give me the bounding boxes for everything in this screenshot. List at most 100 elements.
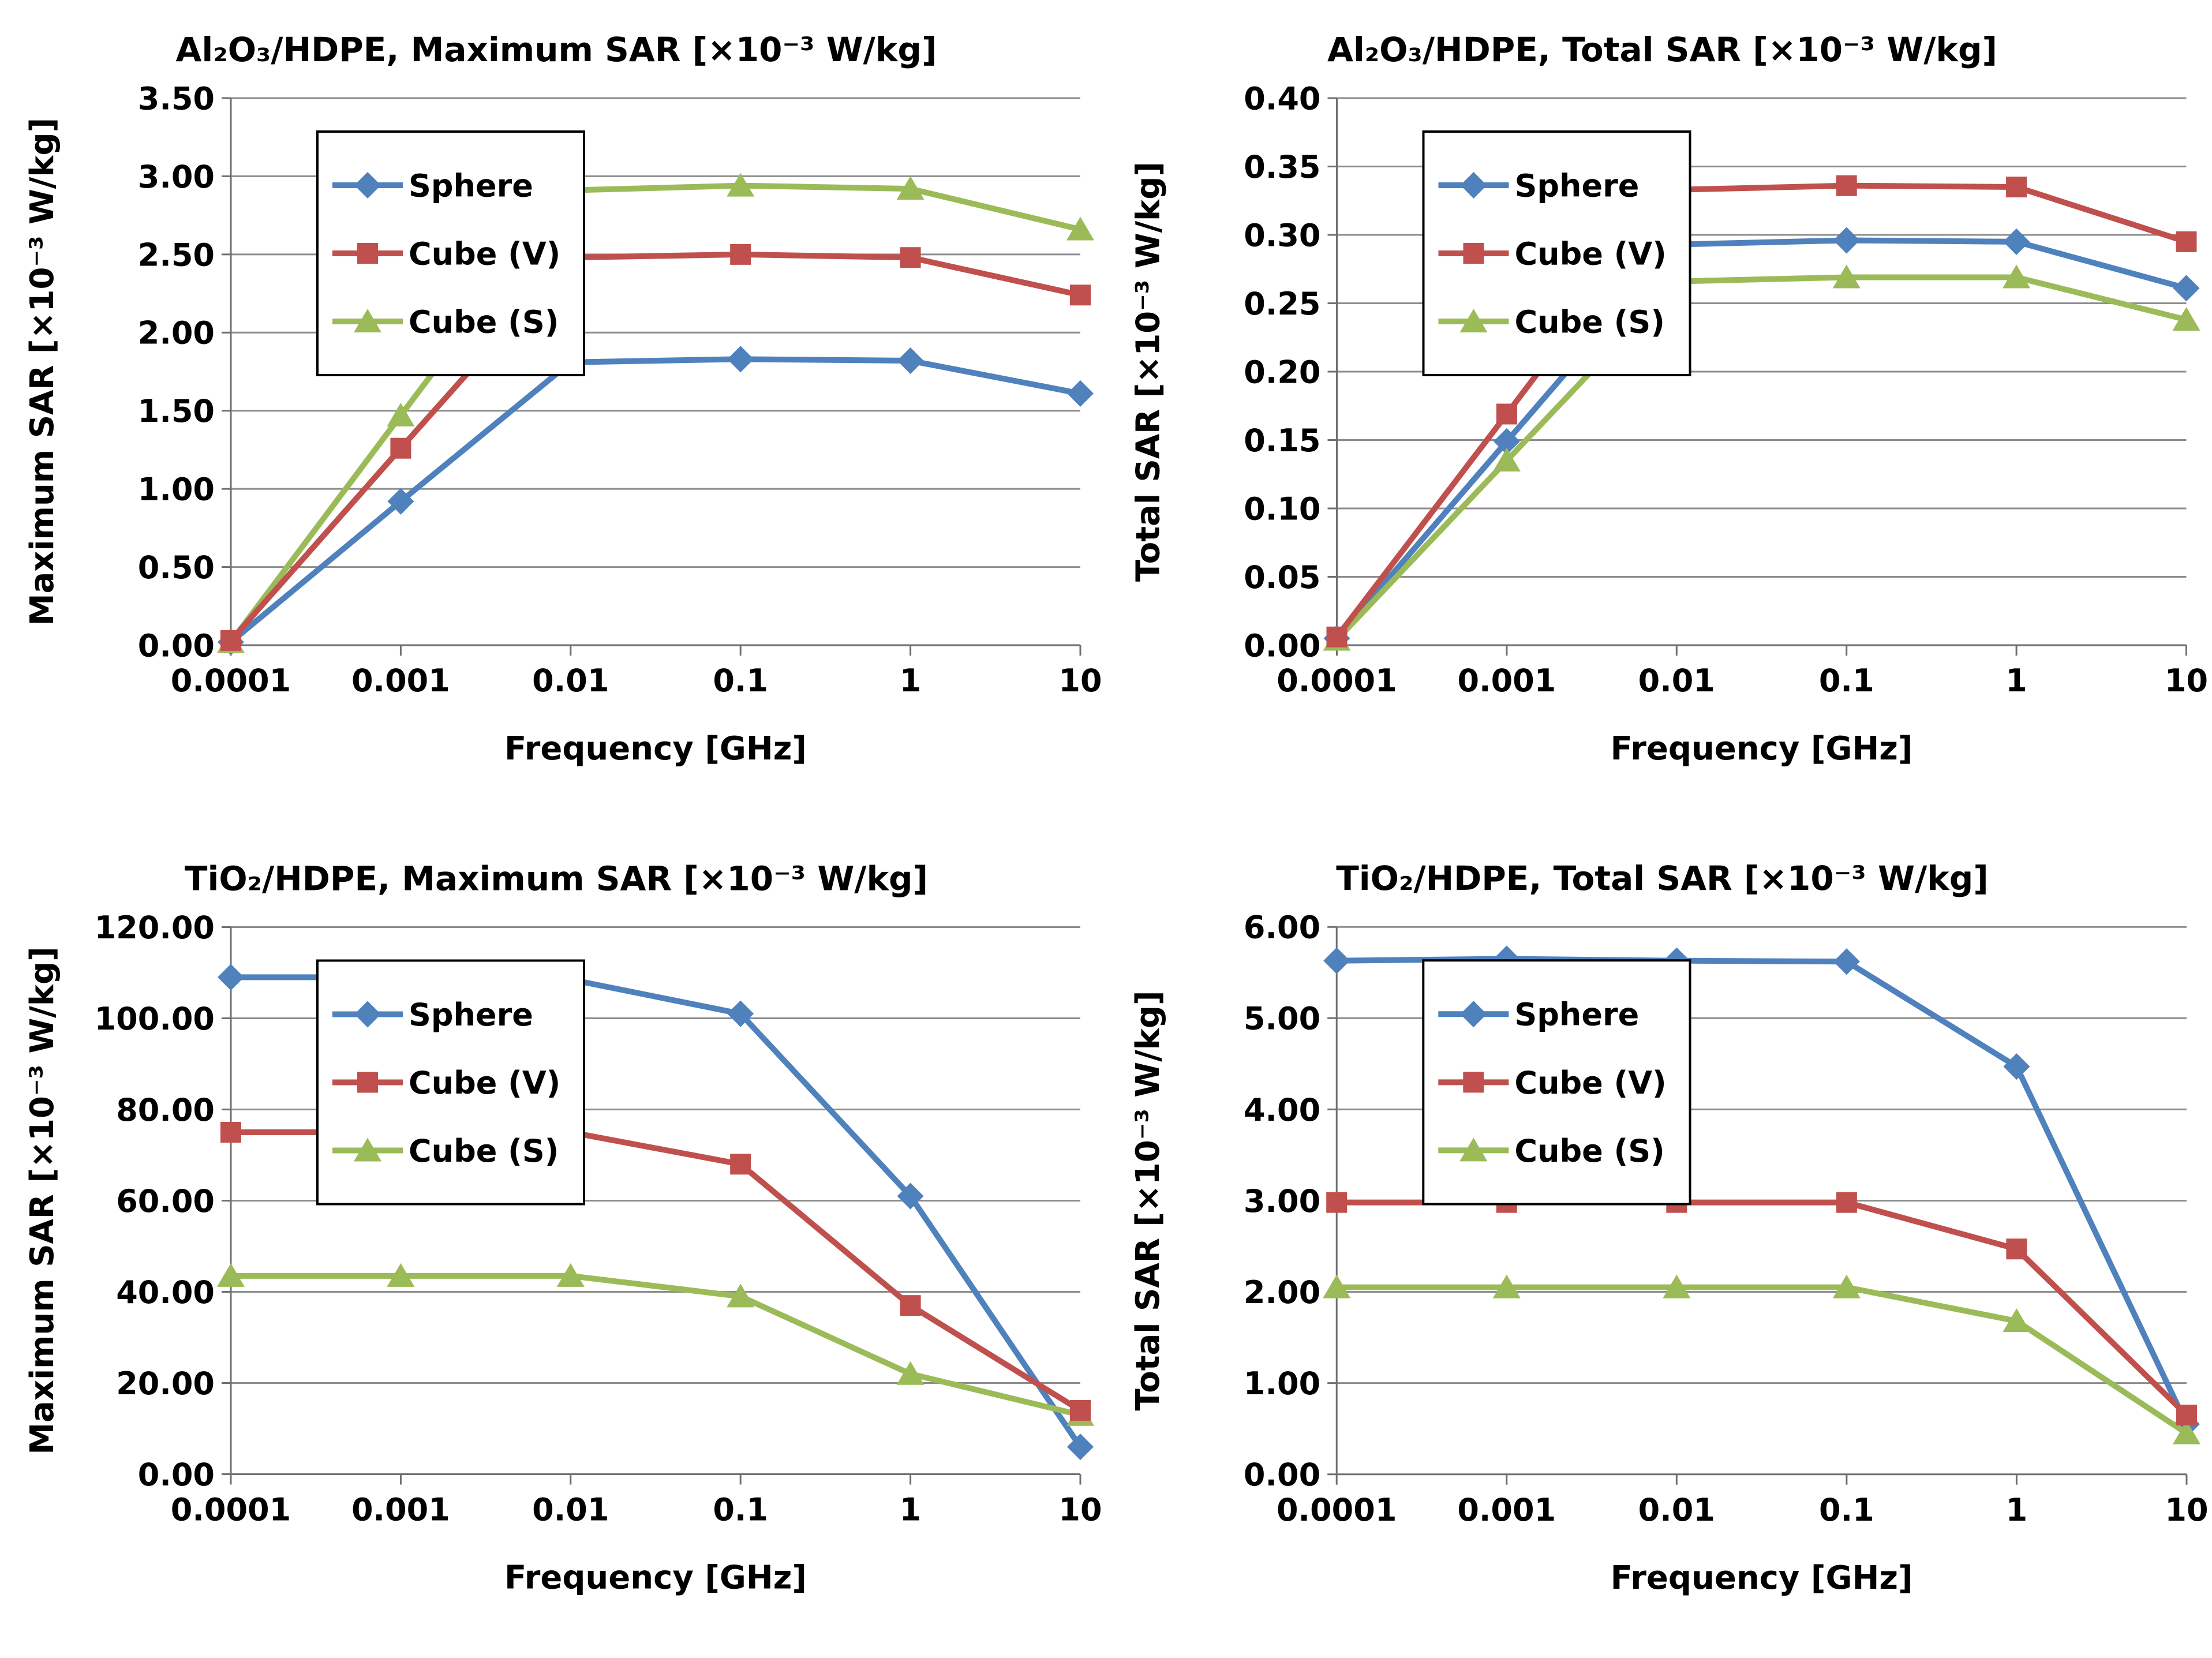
y-tick-label: 60.00 bbox=[116, 1183, 215, 1219]
data-point-marker bbox=[1833, 948, 1860, 975]
data-point-marker bbox=[1496, 403, 1517, 425]
y-tick-label: 0.05 bbox=[1244, 559, 1320, 596]
series-line bbox=[1337, 956, 2189, 1425]
legend-item: Cube (S) bbox=[1438, 1133, 1665, 1169]
legend-item-label: Cube (V) bbox=[409, 235, 560, 272]
y-tick-label: 0.00 bbox=[1244, 1457, 1320, 1493]
y-tick-label: 0.00 bbox=[138, 1457, 215, 1493]
legend-item-label: Sphere bbox=[1515, 167, 1640, 204]
legend-item-label: Sphere bbox=[1514, 997, 1639, 1033]
y-tick-label: 3.00 bbox=[138, 159, 215, 195]
data-point-marker bbox=[2003, 228, 2030, 255]
series-cube-v bbox=[1326, 175, 2197, 648]
data-point-marker bbox=[1323, 1274, 1351, 1298]
y-tick-label: 2.50 bbox=[138, 237, 215, 273]
legend-item: Sphere bbox=[332, 167, 533, 204]
legend-item: Cube (S) bbox=[332, 1133, 559, 1169]
data-point-marker bbox=[727, 173, 755, 197]
y-tick-label: 0.40 bbox=[1244, 80, 1320, 117]
legend-marker-diamond-icon bbox=[354, 172, 381, 199]
series-line bbox=[1334, 182, 2188, 639]
y-tick-label: 0.10 bbox=[1244, 491, 1320, 527]
y-tick-label: 0.15 bbox=[1244, 422, 1320, 459]
y-axis-title: Total SAR [×10⁻³ W/kg] bbox=[1129, 990, 1167, 1410]
data-point-marker bbox=[2176, 231, 2197, 252]
data-point-marker bbox=[730, 244, 751, 265]
legend-marker-triangle-icon bbox=[1459, 309, 1488, 332]
y-tick-label: 4.00 bbox=[1244, 1092, 1320, 1128]
x-tick-label: 0.0001 bbox=[171, 663, 291, 699]
x-axis-title: Frequency [GHz] bbox=[504, 730, 807, 768]
data-point-marker bbox=[2006, 1238, 2027, 1260]
legend-item-label: Cube (V) bbox=[409, 1065, 560, 1101]
legend-marker-square-icon bbox=[1463, 1072, 1484, 1093]
legend-item-label: Sphere bbox=[409, 167, 533, 204]
data-point-marker bbox=[1067, 380, 1094, 407]
series-line bbox=[231, 1272, 1081, 1418]
data-point-marker bbox=[2003, 1053, 2030, 1080]
legend-marker-triangle-icon bbox=[1459, 1137, 1488, 1162]
data-point-marker bbox=[1326, 1192, 1348, 1213]
data-point-marker bbox=[1067, 1434, 1094, 1461]
x-tick-label: 10 bbox=[1058, 663, 1102, 699]
data-point-marker bbox=[1836, 175, 1857, 196]
x-tick-label: 0.1 bbox=[713, 1492, 768, 1528]
series-cube-s bbox=[217, 1263, 1094, 1426]
data-point-marker bbox=[1836, 1192, 1857, 1213]
data-point-marker bbox=[897, 347, 924, 375]
x-tick-label: 0.001 bbox=[351, 663, 450, 699]
x-axis-title: Frequency [GHz] bbox=[1611, 730, 1913, 768]
x-tick-label: 1 bbox=[2005, 663, 2027, 699]
series-line bbox=[1337, 1284, 2188, 1436]
legend-item: Cube (V) bbox=[332, 235, 560, 272]
data-point-marker bbox=[390, 437, 411, 459]
data-point-marker bbox=[1663, 1274, 1691, 1298]
chart-title: Al₂O₃/HDPE, Maximum SAR [×10⁻³ W/kg] bbox=[176, 30, 937, 69]
legend-item-label: Sphere bbox=[409, 997, 533, 1033]
y-tick-label: 1.50 bbox=[138, 393, 215, 429]
chart-cell-tio2-maximum-sar: 0.00 20.00 40.00 60.00 80.00 100.00 120.00 0.00… bbox=[0, 829, 1106, 1658]
y-tick-label: 5.00 bbox=[1244, 1001, 1320, 1037]
data-point-marker bbox=[1070, 285, 1091, 306]
chart-tio2-maximum-sar: 0.00 20.00 40.00 60.00 80.00 100.00 120.00 0.00… bbox=[24, 859, 1102, 1597]
series-cube-s bbox=[1323, 1274, 2200, 1444]
x-tick-label: 10 bbox=[1058, 1492, 1102, 1528]
y-axis-title: Maximum SAR [×10⁻³ W/kg] bbox=[24, 118, 61, 626]
data-point-marker bbox=[1492, 1274, 1521, 1298]
legend-marker-diamond-icon bbox=[354, 1001, 381, 1028]
series-sphere bbox=[218, 346, 1094, 656]
x-tick-label: 1 bbox=[2006, 1492, 2028, 1528]
y-tick-label: 1.00 bbox=[138, 471, 215, 508]
x-tick-label: 0.1 bbox=[1819, 663, 1874, 699]
data-point-marker bbox=[2172, 1420, 2200, 1444]
y-tick-label: 6.00 bbox=[1244, 910, 1320, 946]
data-point-marker bbox=[897, 1182, 924, 1210]
chart-cell-al2o3-maximum-sar: 0.00 0.50 1.00 1.50 2.00 2.50 3.00 3.50 0.0001 0.… bbox=[0, 0, 1106, 829]
data-point-marker bbox=[1832, 264, 1861, 289]
legend-item: Sphere bbox=[332, 997, 533, 1033]
legend-item-label: Cube (S) bbox=[409, 1133, 559, 1169]
data-point-marker bbox=[727, 1283, 755, 1308]
y-tick-label: 0.20 bbox=[1244, 354, 1320, 390]
y-tick-label: 120.00 bbox=[95, 910, 215, 946]
x-axis-title: Frequency [GHz] bbox=[1611, 1559, 1913, 1597]
data-point-marker bbox=[2006, 177, 2027, 198]
y-tick-label: 3.50 bbox=[138, 80, 215, 117]
data-point-marker bbox=[727, 346, 754, 373]
y-tick-label: 0.35 bbox=[1244, 149, 1320, 185]
legend-item: Cube (S) bbox=[1438, 304, 1665, 340]
legend: Sphere Cube (V) Cube (S) bbox=[316, 959, 585, 1206]
x-tick-label: 1 bbox=[900, 663, 922, 699]
legend-item: Cube (V) bbox=[1438, 1065, 1667, 1101]
y-tick-label: 2.00 bbox=[138, 315, 215, 351]
x-tick-label: 0.001 bbox=[351, 1492, 450, 1528]
chart-tio2-total-sar: 0.00 1.00 2.00 3.00 4.00 5.00 6.00 0.0001 0.001 0… bbox=[1129, 859, 2209, 1597]
data-point-marker bbox=[896, 176, 925, 200]
data-point-marker bbox=[2003, 264, 2031, 289]
data-point-marker bbox=[218, 964, 244, 991]
y-axis-title: Total SAR [×10⁻³ W/kg] bbox=[1130, 162, 1167, 582]
data-point-marker bbox=[1070, 1399, 1091, 1421]
series-line bbox=[1334, 274, 2187, 642]
